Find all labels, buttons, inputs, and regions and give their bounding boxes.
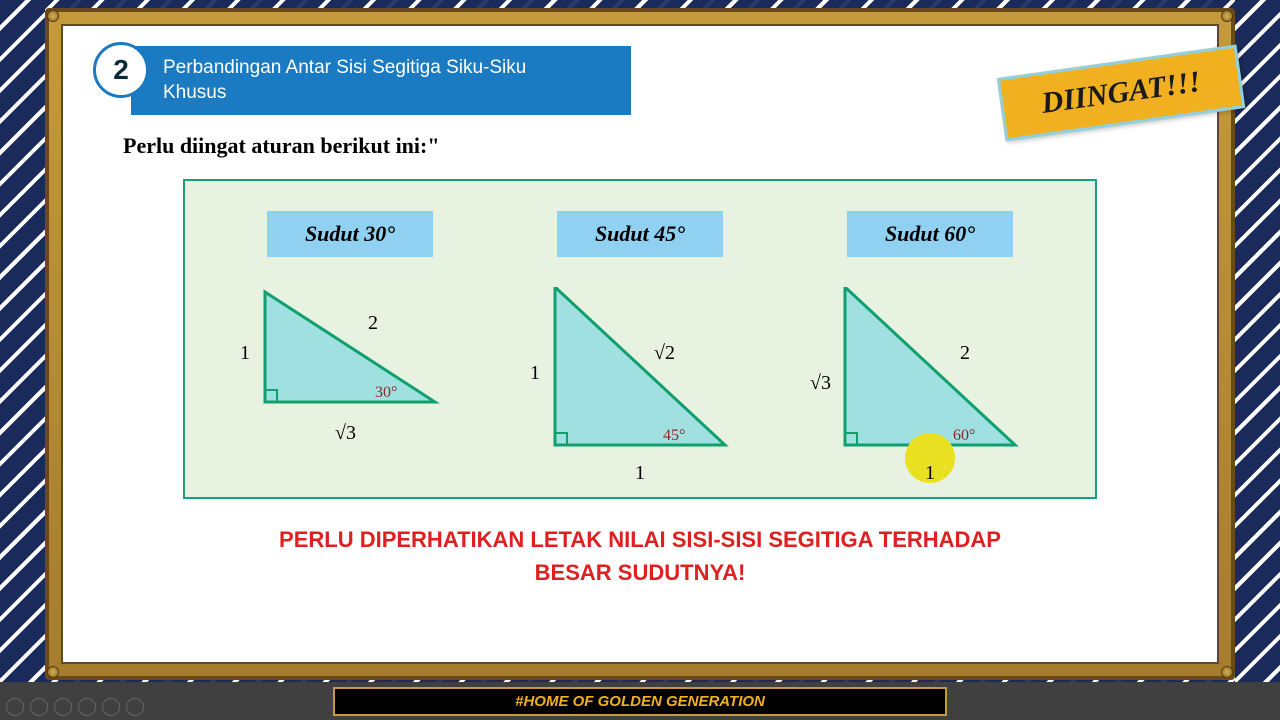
triangle-diagram: 60° √3 2 1: [840, 287, 1020, 457]
view-icon[interactable]: [78, 698, 96, 716]
triangle-diagram: 30° 1 2 √3: [260, 287, 440, 417]
side-label-hyp: 2: [960, 342, 970, 365]
side-label-bottom: √3: [335, 422, 356, 445]
svg-text:60°: 60°: [953, 427, 975, 444]
triangle-label: Sudut 45°: [557, 211, 723, 257]
frame-corner-dot: [47, 10, 59, 22]
pen-icon[interactable]: [54, 698, 72, 716]
menu-icon[interactable]: [126, 698, 144, 716]
svg-text:45°: 45°: [663, 427, 685, 444]
triangle-label: Sudut 60°: [847, 211, 1013, 257]
side-label-left: 1: [530, 362, 540, 385]
board-surface: 2 Perbandingan Antar Sisi Segitiga Siku-…: [61, 24, 1219, 664]
play-icon[interactable]: [30, 698, 48, 716]
section-title: Perbandingan Antar Sisi Segitiga Siku-Si…: [131, 46, 631, 115]
side-label-bottom: 1: [925, 462, 935, 485]
triangle-label: Sudut 30°: [267, 211, 433, 257]
board-frame: 2 Perbandingan Antar Sisi Segitiga Siku-…: [45, 8, 1235, 680]
triangle-block-60: Sudut 60° 60° √3 2 1: [785, 211, 1075, 457]
slide-content: 2 Perbandingan Antar Sisi Segitiga Siku-…: [63, 26, 1217, 662]
zoom-icon[interactable]: [102, 698, 120, 716]
frame-corner-dot: [1221, 10, 1233, 22]
frame-corner-dot: [47, 666, 59, 678]
footer-text: #HOME OF GOLDEN GENERATION: [333, 687, 947, 716]
triangle-30-svg: 30°: [260, 287, 440, 412]
section-number-badge: 2: [93, 42, 149, 98]
side-label-bottom: 1: [635, 462, 645, 485]
side-label-hyp: 2: [368, 312, 378, 335]
bottom-bar: #HOME OF GOLDEN GENERATION: [0, 682, 1280, 720]
triangle-diagram: 45° 1 √2 1: [550, 287, 730, 457]
frame-corner-dot: [1221, 666, 1233, 678]
warning-text: PERLU DIPERHATIKAN LETAK NILAI SISI-SISI…: [93, 523, 1187, 589]
triangle-block-45: Sudut 45° 45° 1 √2 1: [495, 211, 785, 457]
player-controls: [6, 698, 144, 716]
svg-text:30°: 30°: [375, 384, 397, 401]
side-label-left: 1: [240, 342, 250, 365]
triangle-45-svg: 45°: [550, 287, 730, 452]
side-label-hyp: √2: [654, 342, 675, 365]
triangle-block-30: Sudut 30° 30° 1 2 √3: [205, 211, 495, 417]
side-label-left: √3: [810, 372, 831, 395]
frame-left-stripe: [0, 0, 45, 720]
back-icon[interactable]: [6, 698, 24, 716]
triangle-60-svg: 60°: [840, 287, 1020, 452]
triangles-container: Sudut 30° 30° 1 2 √3 Sudut 45°: [183, 179, 1097, 499]
